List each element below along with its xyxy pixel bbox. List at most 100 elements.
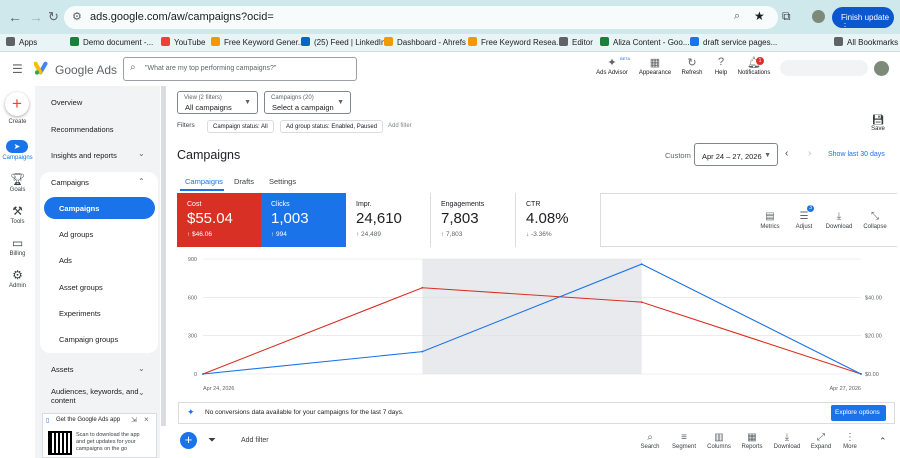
- tab-settings[interactable]: Settings: [269, 177, 297, 186]
- account-avatar[interactable]: [874, 61, 889, 76]
- back-icon[interactable]: ←: [8, 9, 22, 25]
- bookmark-item[interactable]: Dashboard - Ahrefs: [384, 37, 466, 47]
- highlight-region: [422, 259, 642, 374]
- prev-period-icon[interactable]: ‹: [785, 148, 789, 159]
- all-bookmarks-item[interactable]: All Bookmarks: [834, 37, 898, 47]
- forward-icon[interactable]: →: [29, 9, 43, 25]
- sidebar-sub-ad-groups[interactable]: Ad groups: [59, 230, 94, 239]
- collapse-icon: ⤡: [871, 211, 879, 222]
- chevron-down-icon[interactable]: ⌄: [138, 149, 145, 158]
- bookmark-item[interactable]: Apps: [6, 37, 37, 47]
- sidebar-item-insights[interactable]: Insights and reports: [51, 151, 117, 160]
- refresh-button[interactable]: ↻ Refresh: [672, 56, 712, 76]
- bookmark-item[interactable]: Free Keyword Gener...: [211, 37, 304, 47]
- sidebar-sub-campaigns[interactable]: Campaigns: [59, 204, 100, 213]
- tools-rail-item[interactable]: ⚒ Tools: [0, 204, 35, 225]
- chevron-up-icon[interactable]: ⌃: [879, 436, 887, 446]
- sidebar-item-assets[interactable]: Assets: [51, 365, 74, 374]
- campaigns-rail-label[interactable]: Campaigns: [2, 155, 33, 161]
- add-filter-link[interactable]: Add filter: [388, 123, 412, 129]
- filter-funnel-icon[interactable]: ⏷: [208, 435, 216, 446]
- campaign-select-dropdown[interactable]: Campaigns (20) Select a campaign ▼: [264, 91, 351, 114]
- site-info-icon[interactable]: ⚙: [72, 11, 82, 23]
- expand-button[interactable]: ⤢ Expand: [804, 432, 838, 450]
- columns-button[interactable]: ▥ Columns: [702, 432, 736, 450]
- reports-button[interactable]: ▦ Reports: [735, 432, 769, 450]
- reload-icon[interactable]: ↻: [48, 9, 59, 24]
- bookmark-item[interactable]: (25) Feed | LinkedIn: [301, 37, 385, 47]
- bottom-add-filter[interactable]: Add filter: [241, 437, 269, 444]
- extensions-icon[interactable]: ⧉: [782, 9, 791, 23]
- more-button[interactable]: ⋮ More: [833, 432, 867, 450]
- filter-chip-campaign-status[interactable]: Campaign status: All: [207, 120, 274, 133]
- sidebar-sub-ads[interactable]: Ads: [59, 256, 72, 265]
- sidebar-item-recommendations[interactable]: Recommendations: [51, 125, 114, 134]
- sidebar-sub-campaigns-active[interactable]: [44, 197, 155, 219]
- sidebar-item-overview[interactable]: Overview: [51, 98, 83, 107]
- profile-avatar[interactable]: [812, 10, 825, 23]
- metric-card[interactable]: CTR 4.08% ↓ -3.36%: [516, 193, 601, 247]
- chevron-up-icon[interactable]: ⌃: [138, 177, 145, 186]
- metric-card[interactable]: Clicks 1,003 ↑ 994: [261, 193, 346, 247]
- filter-chip-ad-group-status[interactable]: Ad group status: Enabled, Paused: [280, 120, 384, 133]
- create-button[interactable]: +: [5, 92, 29, 116]
- account-info[interactable]: [780, 60, 868, 76]
- tab-campaigns[interactable]: Campaigns: [185, 177, 223, 186]
- zoom-icon[interactable]: ⌕: [734, 10, 741, 22]
- audiences-chevron-icon[interactable]: ⌄: [138, 388, 145, 397]
- sidebar-sub-experiments[interactable]: Experiments: [59, 309, 101, 318]
- menu-icon[interactable]: ☰: [12, 62, 23, 76]
- help-icon: ?: [717, 56, 725, 68]
- sidebar-sub-asset-groups[interactable]: Asset groups: [59, 283, 103, 292]
- explore-options-button[interactable]: Explore options: [831, 405, 886, 421]
- metric-card[interactable]: Engagements 7,803 ↑ 7,803: [431, 193, 516, 247]
- help-button[interactable]: ? Help: [701, 56, 741, 76]
- url-text: ads.google.com/aw/campaigns?ocid=: [90, 11, 274, 23]
- add-campaign-button[interactable]: +: [180, 432, 197, 449]
- sidebar-item-audiences[interactable]: Audiences, keywords, and: [51, 387, 139, 396]
- sidebar-sub-campaign-groups[interactable]: Campaign groups: [59, 335, 119, 344]
- segment-button[interactable]: ≡ Segment: [667, 432, 701, 450]
- bookmark-item[interactable]: Editor: [559, 37, 593, 47]
- billing-rail-item[interactable]: ▭ Billing: [0, 236, 35, 257]
- next-period-icon[interactable]: ›: [808, 148, 812, 159]
- collapse-label: Collapse: [863, 224, 887, 230]
- app-promo-text3: campaigns on the go: [76, 446, 128, 452]
- sidebar-scrollbar[interactable]: [161, 86, 166, 426]
- sidebar-item-campaigns[interactable]: Campaigns: [51, 178, 89, 187]
- goals-rail-item[interactable]: 🏆︎ Goals: [0, 172, 35, 193]
- search-input[interactable]: ⌕ "What are my top performing campaigns?…: [123, 57, 357, 81]
- finish-update-label: Finish update: [841, 13, 890, 22]
- appearance-button[interactable]: ▦ Appearance: [635, 56, 675, 76]
- notifications-button[interactable]: 🔔︎ Notifications 1: [734, 56, 774, 76]
- search-tool-button[interactable]: ⌕ Search: [633, 432, 667, 450]
- view-filter-dropdown[interactable]: View (2 filters) All campaigns ▼: [177, 91, 258, 114]
- close-icon[interactable]: ×: [144, 415, 149, 424]
- campaigns-rail-icon[interactable]: ➤: [6, 140, 28, 153]
- chart-download-button[interactable]: ⤓ Download: [822, 211, 856, 230]
- bookmark-star-icon[interactable]: ★: [754, 9, 765, 23]
- collapse-button[interactable]: ⤡ Collapse: [858, 211, 892, 230]
- save-button[interactable]: 💾︎ Save: [868, 115, 888, 132]
- admin-rail-item[interactable]: ⚙ Admin: [0, 268, 35, 289]
- address-bar[interactable]: ⚙ ads.google.com/aw/campaigns?ocid= ⌕ ★: [64, 6, 778, 29]
- metric-card[interactable]: Cost $55.04 ↑ $46.06: [177, 193, 261, 247]
- bookmark-item[interactable]: Aliza Content - Goo...: [600, 37, 689, 47]
- bookmark-item[interactable]: Demo document -...: [70, 37, 153, 47]
- assets-chevron-icon[interactable]: ⌄: [138, 364, 145, 373]
- bookmark-item[interactable]: draft service pages...: [690, 37, 777, 47]
- show-last-30-days-link[interactable]: Show last 30 days: [828, 151, 885, 158]
- download-button[interactable]: ⤓ Download: [770, 432, 804, 450]
- adjust-button[interactable]: ☰ Adjust 3: [787, 205, 821, 230]
- bookmark-item[interactable]: YouTube: [161, 37, 205, 47]
- collapse-promo-icon[interactable]: ⇲: [131, 417, 137, 424]
- finish-update-button[interactable]: Finish update ⋮: [832, 7, 894, 31]
- bookmark-item[interactable]: Free Keyword Resea...: [468, 37, 563, 47]
- bookmarks-bar: [0, 34, 900, 52]
- data-point: [860, 373, 862, 375]
- tab-drafts[interactable]: Drafts: [234, 177, 255, 186]
- metrics-button[interactable]: ▤ Metrics: [753, 211, 787, 230]
- ads-advisor-button[interactable]: ✦ Ads Advisor BETA: [592, 56, 632, 76]
- metric-card[interactable]: Impr. 24,610 ↑ 24,489: [346, 193, 431, 247]
- date-range-dropdown[interactable]: Apr 24 – 27, 2026 ▼: [694, 143, 778, 166]
